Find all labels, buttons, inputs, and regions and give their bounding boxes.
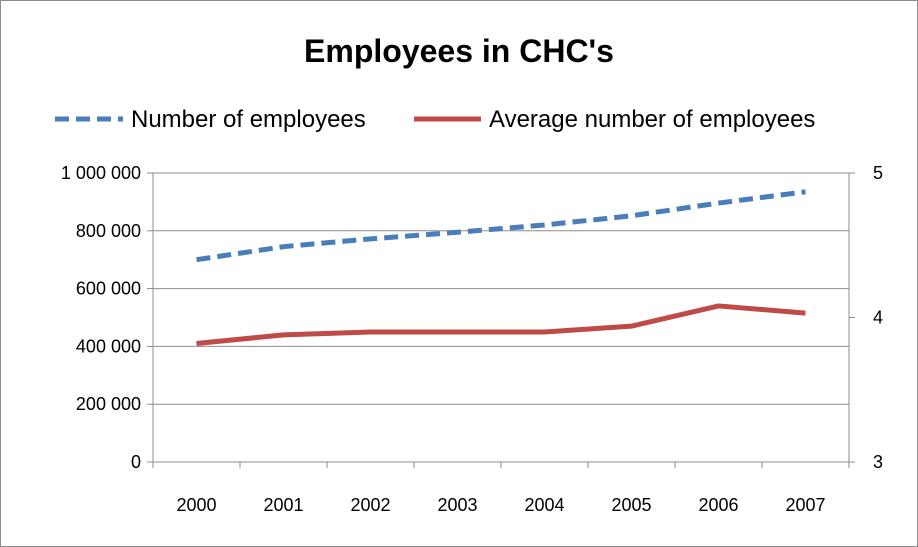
x-axis-tick-label: 2002 — [350, 495, 390, 515]
x-axis-tick-label: 2000 — [176, 495, 216, 515]
legend-label-average-number-of-employees: Average number of employees — [489, 106, 815, 133]
left-axis-tick-label: 0 — [131, 452, 141, 472]
right-axis-tick-label: 3 — [873, 452, 883, 472]
left-axis-tick-label: 400 000 — [76, 336, 141, 356]
x-axis-tick-label: 2001 — [263, 495, 303, 515]
plot-area: 0 200 000 400 000 600 000 800 000 1 000 000 3 4… — [61, 163, 883, 515]
x-axis-tick-label: 2005 — [611, 495, 651, 515]
chart-title: Employees in CHC's — [304, 33, 614, 69]
left-axis-tick-label: 800 000 — [76, 221, 141, 241]
right-axis-tick-label: 4 — [873, 308, 883, 328]
left-axis-tick-label: 200 000 — [76, 394, 141, 414]
legend: Number of employees Average number of em… — [55, 106, 815, 133]
series-line-1 — [196, 303, 806, 346]
x-axis-tick-label: 2004 — [524, 495, 564, 515]
x-axis-tick-label: 2007 — [785, 495, 825, 515]
x-axis-tick-label: 2006 — [698, 495, 738, 515]
right-axis-tick-label: 5 — [873, 163, 883, 183]
series-line-0 — [196, 189, 806, 263]
left-axis-tick-label: 600 000 — [76, 279, 141, 299]
left-axis-tick-label: 1 000 000 — [61, 163, 141, 183]
legend-label-number-of-employees: Number of employees — [131, 106, 366, 133]
x-axis-tick-label: 2003 — [437, 495, 477, 515]
